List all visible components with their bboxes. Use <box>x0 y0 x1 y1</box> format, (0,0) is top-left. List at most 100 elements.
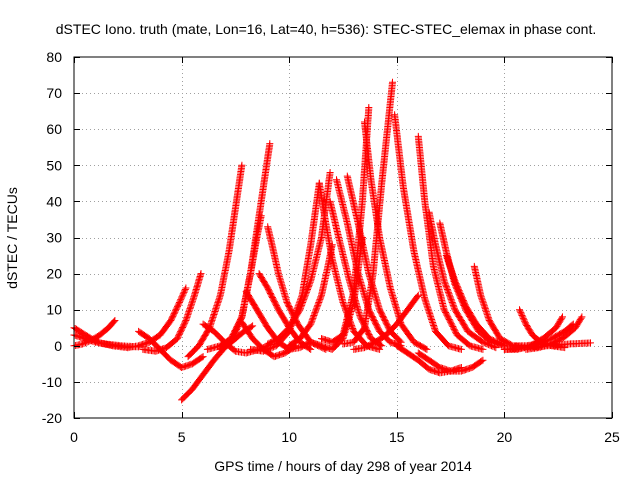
data-point <box>182 284 190 292</box>
data-point <box>518 312 526 319</box>
data-point <box>457 345 465 353</box>
data-point <box>262 346 270 354</box>
y-tick-label: 0 <box>54 338 62 354</box>
data-point <box>237 314 245 322</box>
data-point <box>449 323 457 330</box>
data-point <box>413 293 421 300</box>
data-point <box>478 296 486 304</box>
data-point <box>414 291 422 299</box>
series-pass-24 <box>318 104 373 346</box>
data-point <box>181 287 189 295</box>
data-point <box>249 322 257 330</box>
data-point <box>558 314 566 322</box>
x-tick-label: 0 <box>70 429 78 445</box>
data-point <box>266 140 274 148</box>
data-point <box>310 312 318 319</box>
chart-title: dSTEC Iono. truth (mate, Lon=16, Lat=40,… <box>56 21 596 37</box>
data-point <box>519 314 527 322</box>
data-point <box>517 309 525 317</box>
data-point <box>311 309 319 317</box>
data-point <box>198 353 206 361</box>
data-point <box>306 280 314 288</box>
data-point <box>261 347 269 355</box>
data-point <box>577 314 585 322</box>
data-point <box>516 306 523 314</box>
series-pass-11 <box>216 140 274 353</box>
data-point <box>559 313 566 321</box>
data-point <box>247 323 255 331</box>
data-point <box>479 356 487 364</box>
series-pass-08 <box>184 161 246 361</box>
y-tick-label: 10 <box>46 302 62 318</box>
y-tick-label: 20 <box>46 266 62 282</box>
data-point <box>378 342 386 350</box>
data-point <box>519 313 527 321</box>
data-point <box>440 277 448 285</box>
data-point <box>365 104 373 111</box>
data-point <box>301 291 309 299</box>
data-point <box>478 357 486 365</box>
data-point <box>306 345 313 353</box>
data-point <box>314 301 322 309</box>
data-point <box>185 306 193 314</box>
data-point <box>377 341 384 349</box>
data-point <box>179 291 187 299</box>
data-point <box>297 303 305 311</box>
data-point <box>423 345 431 353</box>
data-point <box>441 280 449 288</box>
data-point <box>517 310 525 318</box>
data-point <box>455 285 462 293</box>
data-point <box>450 303 458 311</box>
data-point <box>79 340 87 348</box>
x-tick-label: 10 <box>281 429 297 445</box>
tick-layer: 0 5 10 15 20 25 -20 -10 0 10 20 30 40 50 60 70 80 <box>42 49 620 445</box>
y-tick-label: 50 <box>46 157 62 173</box>
data-point <box>80 339 88 347</box>
data-point <box>516 307 524 315</box>
y-tick-label: -20 <box>42 410 62 426</box>
data-point <box>482 339 490 347</box>
data-point <box>587 339 594 347</box>
data-point <box>300 296 308 304</box>
x-tick-label: 25 <box>604 429 620 445</box>
series-pass-06 <box>135 327 207 371</box>
data-point <box>177 296 185 304</box>
series-pass-30 <box>425 208 500 352</box>
series-pass-27 <box>391 111 465 353</box>
y-tick-label: 80 <box>46 49 62 65</box>
data-point <box>199 353 207 361</box>
data-point <box>448 299 456 306</box>
series-pass-32 <box>442 252 508 350</box>
series-pass-29 <box>414 132 487 353</box>
x-tick-label: 15 <box>389 429 405 445</box>
data-point <box>181 318 189 326</box>
y-tick-label: 60 <box>46 121 62 137</box>
data-point <box>340 300 347 308</box>
data-point <box>178 293 186 301</box>
data-point <box>180 288 188 296</box>
data-point <box>111 317 119 324</box>
data-point <box>197 270 205 278</box>
series-pass-05 <box>139 270 205 355</box>
data-point <box>479 345 487 353</box>
data-point <box>396 337 404 345</box>
series-pass-40 <box>500 339 594 353</box>
x-axis-label: GPS time / hours of day 298 of year 2014 <box>214 458 472 474</box>
series-pass-04 <box>124 284 190 352</box>
data-point <box>179 290 187 298</box>
data-point <box>443 284 451 292</box>
data-point <box>520 316 528 324</box>
data-point <box>315 297 323 305</box>
data-point <box>447 296 455 304</box>
data-point <box>181 286 189 293</box>
x-tick-label: 5 <box>178 429 186 445</box>
data-point <box>233 324 241 332</box>
data-point <box>480 339 488 347</box>
data-point <box>175 299 183 306</box>
data-point <box>448 321 456 329</box>
y-tick-label: 30 <box>46 230 62 246</box>
series-pass-28 <box>350 291 422 353</box>
y-tick-label: -10 <box>42 374 62 390</box>
data-point <box>446 263 454 271</box>
